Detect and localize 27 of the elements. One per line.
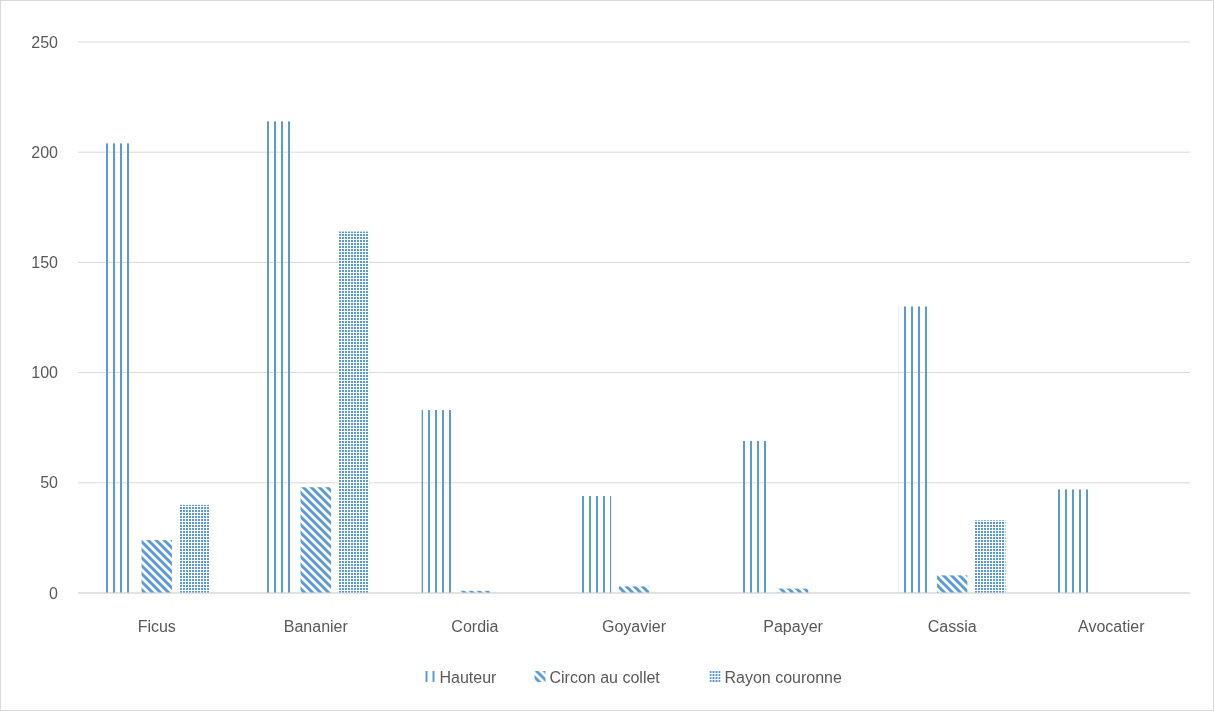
y-tick-label: 0 — [49, 584, 59, 602]
bar — [179, 504, 211, 593]
y-tick-label: 100 — [31, 364, 59, 382]
x-tick-label: Bananier — [283, 618, 349, 635]
y-tick-label: 250 — [31, 33, 59, 51]
x-tick-label: Avocatier — [1078, 618, 1146, 635]
x-tick-label: Cordia — [451, 618, 499, 635]
bar — [141, 540, 172, 593]
y-tick-label: 150 — [31, 254, 59, 271]
y-tick-label: 200 — [31, 143, 59, 161]
bar — [898, 306, 930, 593]
bar — [580, 496, 612, 593]
bar — [1057, 489, 1089, 593]
bar — [975, 520, 1006, 593]
legend-label: Hauteur — [439, 668, 498, 686]
bar — [338, 231, 370, 593]
legend-label: Rayon couronne — [724, 668, 843, 686]
legend-label: Circon au collet — [549, 668, 661, 686]
bar — [618, 586, 650, 593]
bar — [300, 487, 332, 593]
x-tick-label: Papayer — [763, 618, 824, 635]
bar — [936, 575, 968, 593]
x-tick-label: Ficus — [137, 618, 176, 635]
x-tick-label: Goyavier — [601, 618, 667, 635]
x-tick-label: Cassia — [927, 618, 977, 635]
bar — [421, 410, 453, 593]
y-tick-label: 50 — [40, 474, 59, 492]
